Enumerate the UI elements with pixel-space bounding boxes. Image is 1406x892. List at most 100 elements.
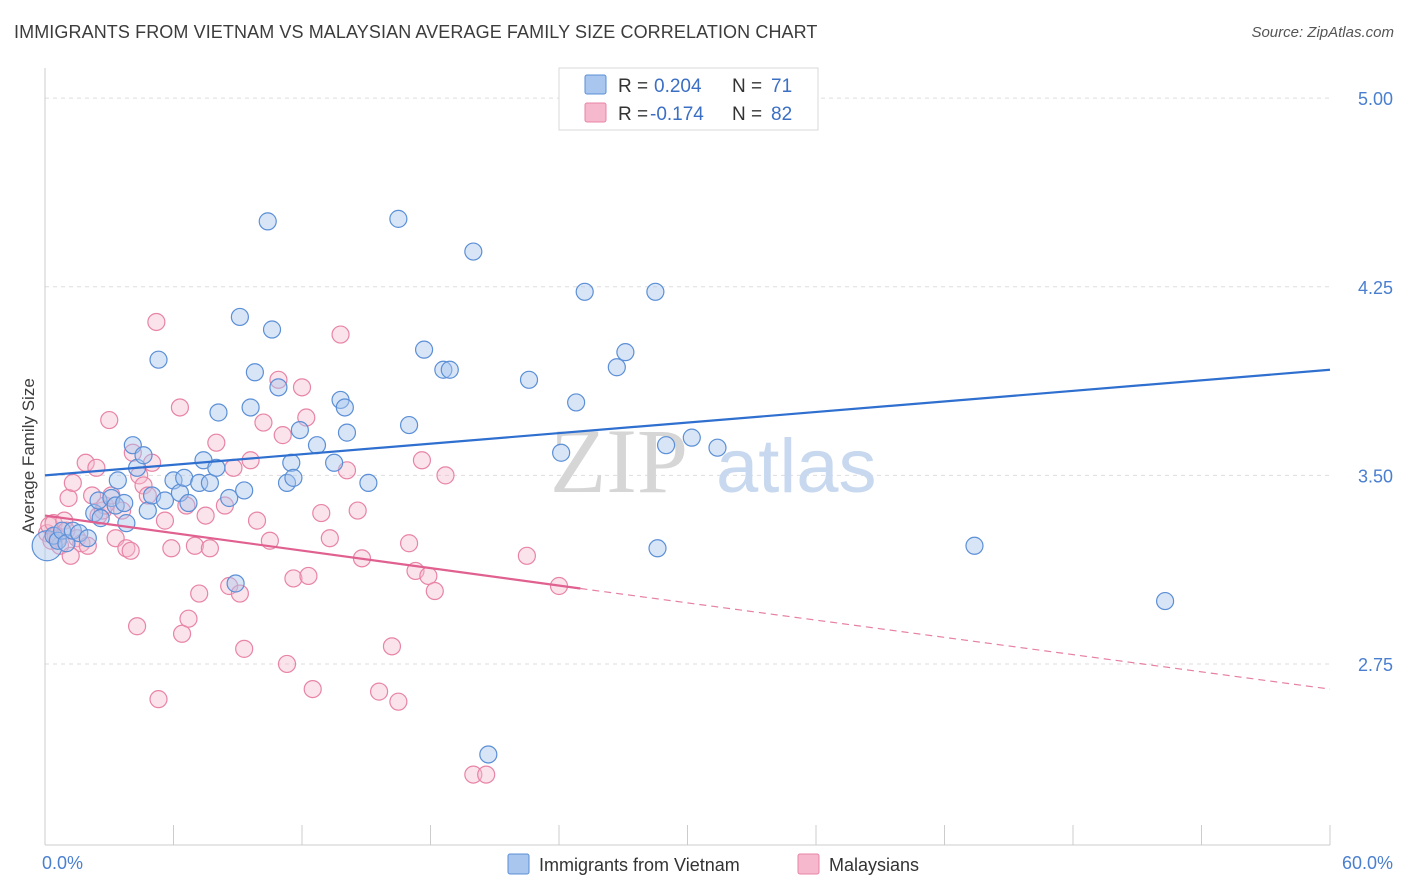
vietnam-point-30 xyxy=(207,458,226,477)
vietnam-point-34 xyxy=(230,307,249,327)
vietnam-point-69 xyxy=(965,536,984,555)
malaysians-point-63 xyxy=(312,503,331,523)
vietnam-point-31 xyxy=(209,403,228,422)
malaysians-point-37 xyxy=(170,398,190,417)
vietnam-point-61 xyxy=(575,282,594,301)
malaysians-point-49 xyxy=(230,584,249,603)
malaysians-trend-line xyxy=(44,514,581,590)
malaysians-point-38 xyxy=(172,624,192,643)
malaysians-point-31 xyxy=(138,486,157,505)
malaysians-point-27 xyxy=(123,443,142,462)
x-tick-label-0: 0.0% xyxy=(42,853,83,873)
tick-labels: 5.00 4.25 3.50 2.75 0.0% 60.0% xyxy=(42,89,1393,873)
vietnam-point-13 xyxy=(108,471,127,490)
vietnam-point-22 xyxy=(155,491,175,510)
vietnam-point-50 xyxy=(359,473,378,493)
vietnam-point-18 xyxy=(134,446,153,465)
vietnam-point-36 xyxy=(241,398,260,417)
malaysians-point-74 xyxy=(412,451,432,470)
malaysians-point-58 xyxy=(284,569,303,588)
malaysians-point-41 xyxy=(185,536,205,555)
bottom-legend-label-blue: Immigrants from Vietnam xyxy=(539,855,740,875)
vietnam-point-43 xyxy=(284,468,303,487)
x-tick-label-1: 60.0% xyxy=(1342,853,1393,873)
malaysians-point-26 xyxy=(121,541,140,560)
vietnam-point-64 xyxy=(646,282,665,301)
vietnam-point-68 xyxy=(708,438,727,457)
malaysians-point-65 xyxy=(331,325,350,344)
malaysians-point-55 xyxy=(269,370,288,389)
malaysians-point-45 xyxy=(207,433,226,452)
y-axis-label: Average Family Size xyxy=(19,378,38,534)
vietnam-point-65 xyxy=(648,539,667,558)
malaysians-point-36 xyxy=(162,539,181,558)
malaysians-point-52 xyxy=(247,511,267,530)
vietnam-point-33 xyxy=(226,574,245,593)
legend-swatch-pink xyxy=(584,102,607,123)
malaysians-point-35 xyxy=(155,511,175,530)
malaysians-point-17 xyxy=(87,458,106,477)
bottom-legend-swatch-blue xyxy=(507,853,530,875)
vietnam-point-46 xyxy=(325,453,344,472)
malaysians-point-77 xyxy=(436,466,455,485)
vietnam-point-15 xyxy=(117,514,136,533)
malaysians-point-11 xyxy=(63,473,82,493)
malaysians-point-15 xyxy=(78,536,97,555)
malaysians-point-64 xyxy=(320,529,339,548)
vietnam-point-6 xyxy=(70,524,89,543)
malaysians-point-42 xyxy=(190,584,209,603)
malaysians-point-69 xyxy=(370,682,389,701)
malaysians-point-71 xyxy=(389,692,408,711)
vietnam-point-27 xyxy=(190,473,209,493)
chart-title: IMMIGRANTS FROM VIETNAM VS MALAYSIAN AVE… xyxy=(14,22,818,42)
legend-n-label-blue: N = xyxy=(732,76,762,97)
legend-r-label-blue: R = xyxy=(618,76,648,97)
malaysians-point-40 xyxy=(179,609,198,628)
watermark-zip: ZIP xyxy=(550,410,688,512)
legend-n-value-pink: 82 xyxy=(771,104,792,125)
vietnam-point-38 xyxy=(258,212,277,231)
malaysians-point-43 xyxy=(196,506,215,525)
vietnam-point-26 xyxy=(179,493,198,513)
vietnam-trend-line xyxy=(44,368,1331,477)
malaysians-point-21 xyxy=(100,410,119,430)
malaysians-point-56 xyxy=(273,426,292,445)
malaysians-point-79 xyxy=(477,765,496,784)
malaysians-point-61 xyxy=(299,566,318,586)
vietnam-point-45 xyxy=(307,436,327,455)
vietnam-point-29 xyxy=(200,473,220,493)
malaysians-point-67 xyxy=(348,501,367,520)
chart-source: Source: ZipAtlas.com xyxy=(1251,24,1394,41)
bottom-legend: Immigrants from Vietnam Malaysians xyxy=(507,853,919,875)
vietnam-point-70 xyxy=(1155,591,1175,611)
malaysians-point-48 xyxy=(224,458,243,477)
malaysians-point-75 xyxy=(419,566,438,586)
vietnam-point-58 xyxy=(519,370,539,389)
y-tick-label-3: 2.75 xyxy=(1358,655,1393,675)
legend-r-value-pink: -0.174 xyxy=(650,104,704,125)
malaysians-point-70 xyxy=(382,637,402,656)
vietnam-point-56 xyxy=(464,242,483,261)
vietnam-point-32 xyxy=(220,488,239,508)
malaysians-point-76 xyxy=(425,581,444,601)
vietnam-point-7 xyxy=(78,529,97,548)
malaysians-point-34 xyxy=(149,690,168,709)
vietnam-point-66 xyxy=(656,436,676,455)
bottom-legend-label-pink: Malaysians xyxy=(829,855,919,875)
vietnam-point-55 xyxy=(440,360,459,379)
vietnam-point-40 xyxy=(269,378,288,397)
y-tick-label-0: 5.00 xyxy=(1358,89,1393,109)
legend-swatch-blue xyxy=(584,74,607,95)
malaysians-point-44 xyxy=(200,539,220,558)
malaysians-point-50 xyxy=(235,639,254,658)
vietnam-point-63 xyxy=(616,343,635,362)
vietnam-point-35 xyxy=(235,481,254,500)
legend-r-label-pink: R = xyxy=(618,104,648,125)
malaysians-trend-extension xyxy=(580,587,1331,690)
bottom-legend-swatch-pink xyxy=(797,853,820,875)
vietnam-point-53 xyxy=(414,340,434,359)
vietnam-point-14 xyxy=(115,493,134,513)
watermark: ZIP atlas xyxy=(550,410,877,512)
vietnam-point-39 xyxy=(262,320,282,339)
